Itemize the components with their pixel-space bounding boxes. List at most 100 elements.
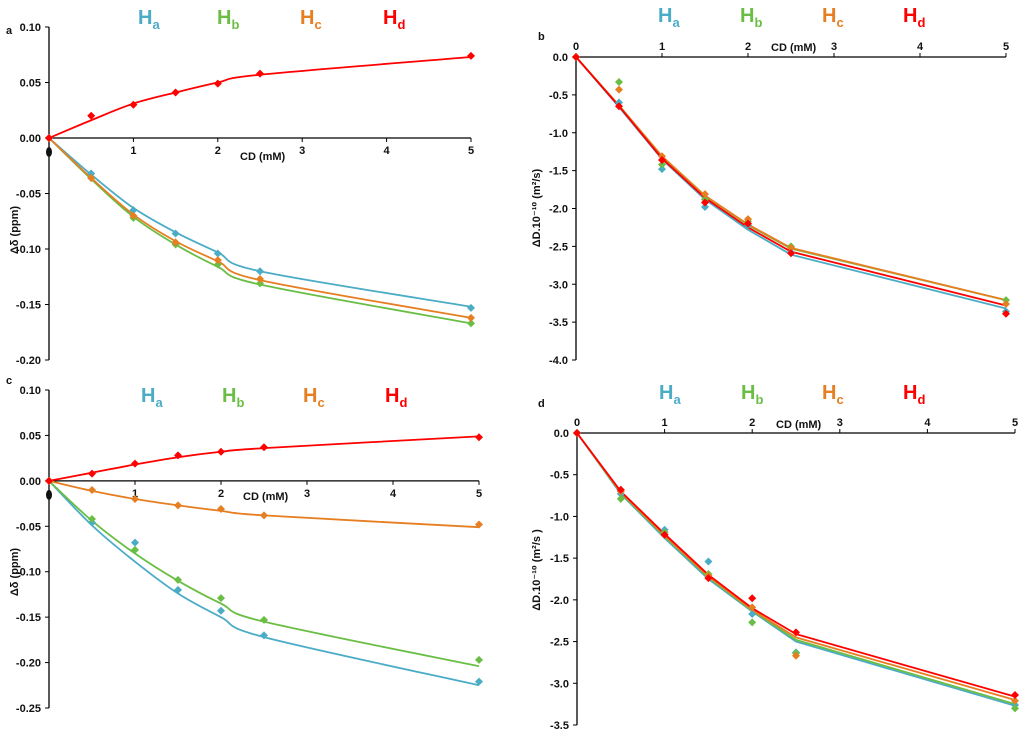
legend-entry-b: Hb [222,385,244,410]
data-point-Hc [171,238,180,247]
y-tick-label: -1.0 [549,128,568,140]
fit-line-Hb [575,56,1007,302]
y-tick-label: -0.10 [16,567,41,579]
x-tick-label: 3 [831,41,837,53]
y-tick-label: 0.05 [20,430,41,442]
fit-line-Hc [48,137,472,319]
data-point-Hb [1011,704,1019,713]
y-tick-label: -3.0 [550,678,569,690]
y-tick-label: -0.20 [16,355,41,367]
legend-entry-a: Ha [658,5,680,30]
data-point-Hd [260,443,268,452]
data-point-Hd [467,51,475,60]
legend-a: Ha Hb Hc Hd [138,7,405,32]
data-point-Hc [87,173,96,182]
data-point-Hc [615,85,623,94]
data-point-Ha [217,606,225,615]
x-axis-label-d: CD (mM) [776,419,822,431]
y-axis-label-b: ΔD.10⁻¹⁰ (m²/s) [531,168,543,247]
y-tick-label: -0.20 [16,658,41,670]
x-tick-label: 5 [476,488,482,500]
data-point-Hd [45,134,53,142]
legend-entry-b: Hb [740,5,762,30]
data-point-Hd [256,69,264,78]
data-point-Hd [744,219,752,228]
legend-entry-c: Hc [303,385,325,410]
x-tick-label: 1 [130,145,136,157]
data-point-Hd [792,628,800,637]
data-point-Hb [217,594,225,603]
y-tick-label: 0.10 [20,22,41,34]
data-point-Hd [787,249,795,258]
y-tick-label: -0.05 [16,189,41,201]
data-point-Hc [174,501,182,510]
data-point-Ha [87,169,96,178]
data-point-Ha [260,631,268,640]
data-point-Hd [748,594,757,603]
legend-c: Ha Hb Hc Hd [141,385,407,410]
fit-line-Ha [575,56,1007,310]
data-point-Ha [467,303,475,312]
x-tick-label: 3 [299,145,305,157]
x-tick-label: 5 [468,145,474,157]
y-tick-label: -3.0 [549,279,568,291]
data-point-Hb [467,319,475,328]
data-point-Ha [129,206,138,215]
data-point-Hc [744,215,752,224]
x-tick-label: 5 [1012,417,1018,429]
y-tick-label: -0.10 [16,244,41,256]
fit-line-Hb [48,137,472,325]
y-tick-label: 0.00 [20,476,41,488]
data-point-Hd [658,156,666,165]
data-point-Hb [174,575,182,584]
data-point-Hd [704,574,713,583]
legend-entry-b: Hb [741,382,763,407]
legend-entry-d: Hd [903,5,925,30]
x-tick-label: 1 [132,488,138,500]
data-point-Ha [701,202,709,211]
legend-d: Ha Hb Hc Hd [659,382,925,407]
data-point-Ha [704,557,713,566]
data-point-Hc [260,511,268,520]
y-tick-label: 0.10 [20,385,41,397]
data-point-Hc [129,211,138,220]
data-point-Hd [616,485,625,494]
legend-entry-c: Hc [300,7,322,32]
y-tick-label: 0.0 [553,52,568,64]
x-tick-label: 4 [924,417,931,429]
y-tick-label: -1.5 [550,553,569,565]
data-point-Hb [658,160,666,169]
plot-d: 0.0 -0.5 -1.0 -1.5 -2.0 -2.5 -3.0 -3.5 0 1 2 3 4 5 [550,417,1019,732]
legend-entry-d: Hd [383,7,405,32]
data-point-Hb [615,77,623,86]
data-point-Hb [748,618,757,627]
data-point-Ha [658,165,666,174]
fit-line-Hd [575,56,1007,307]
data-point-Hc [701,190,709,199]
x-tick-label: 2 [215,145,221,157]
data-point-Hc [131,495,139,504]
data-point-Ha [256,267,264,276]
y-tick-label: -1.0 [550,511,569,523]
x-tick-label: 2 [745,41,751,53]
x-tick-label: 4 [384,145,391,157]
data-point-Hc [256,274,264,283]
y-tick-label: -4.0 [549,355,568,367]
plot-c: 0.10 0.05 0.00 -0.05 -0.10 -0.15 -0.20 -0.25 1 2 3… [16,385,483,715]
y-tick-label: -0.25 [16,703,41,715]
data-point-Hd [213,79,222,88]
data-point-Hd [174,451,182,460]
panel-label-d: d [538,398,545,410]
panel-label-b: b [538,31,545,43]
data-point-Hc [748,603,757,612]
panel-b: b 0.0 -0.5 -1.0 -1.5 -2.0 -2.5 -3.0 -3.5 -4.0 0 1 2… [531,31,1010,367]
legend-entry-b: Hb [217,7,239,32]
y-tick-label: -2.5 [549,241,568,253]
fit-line-Hc [48,479,480,529]
x-tick-label: 2 [218,488,224,500]
x-origin-marker [46,489,52,500]
plot-a: 0.10 0.05 0.00 -0.05 -0.10 -0.15 -0.20 1 2 3 4 5 [16,22,475,367]
legend-b: Ha Hb Hc Hd [658,5,925,30]
y-tick-label: -0.15 [16,300,41,312]
